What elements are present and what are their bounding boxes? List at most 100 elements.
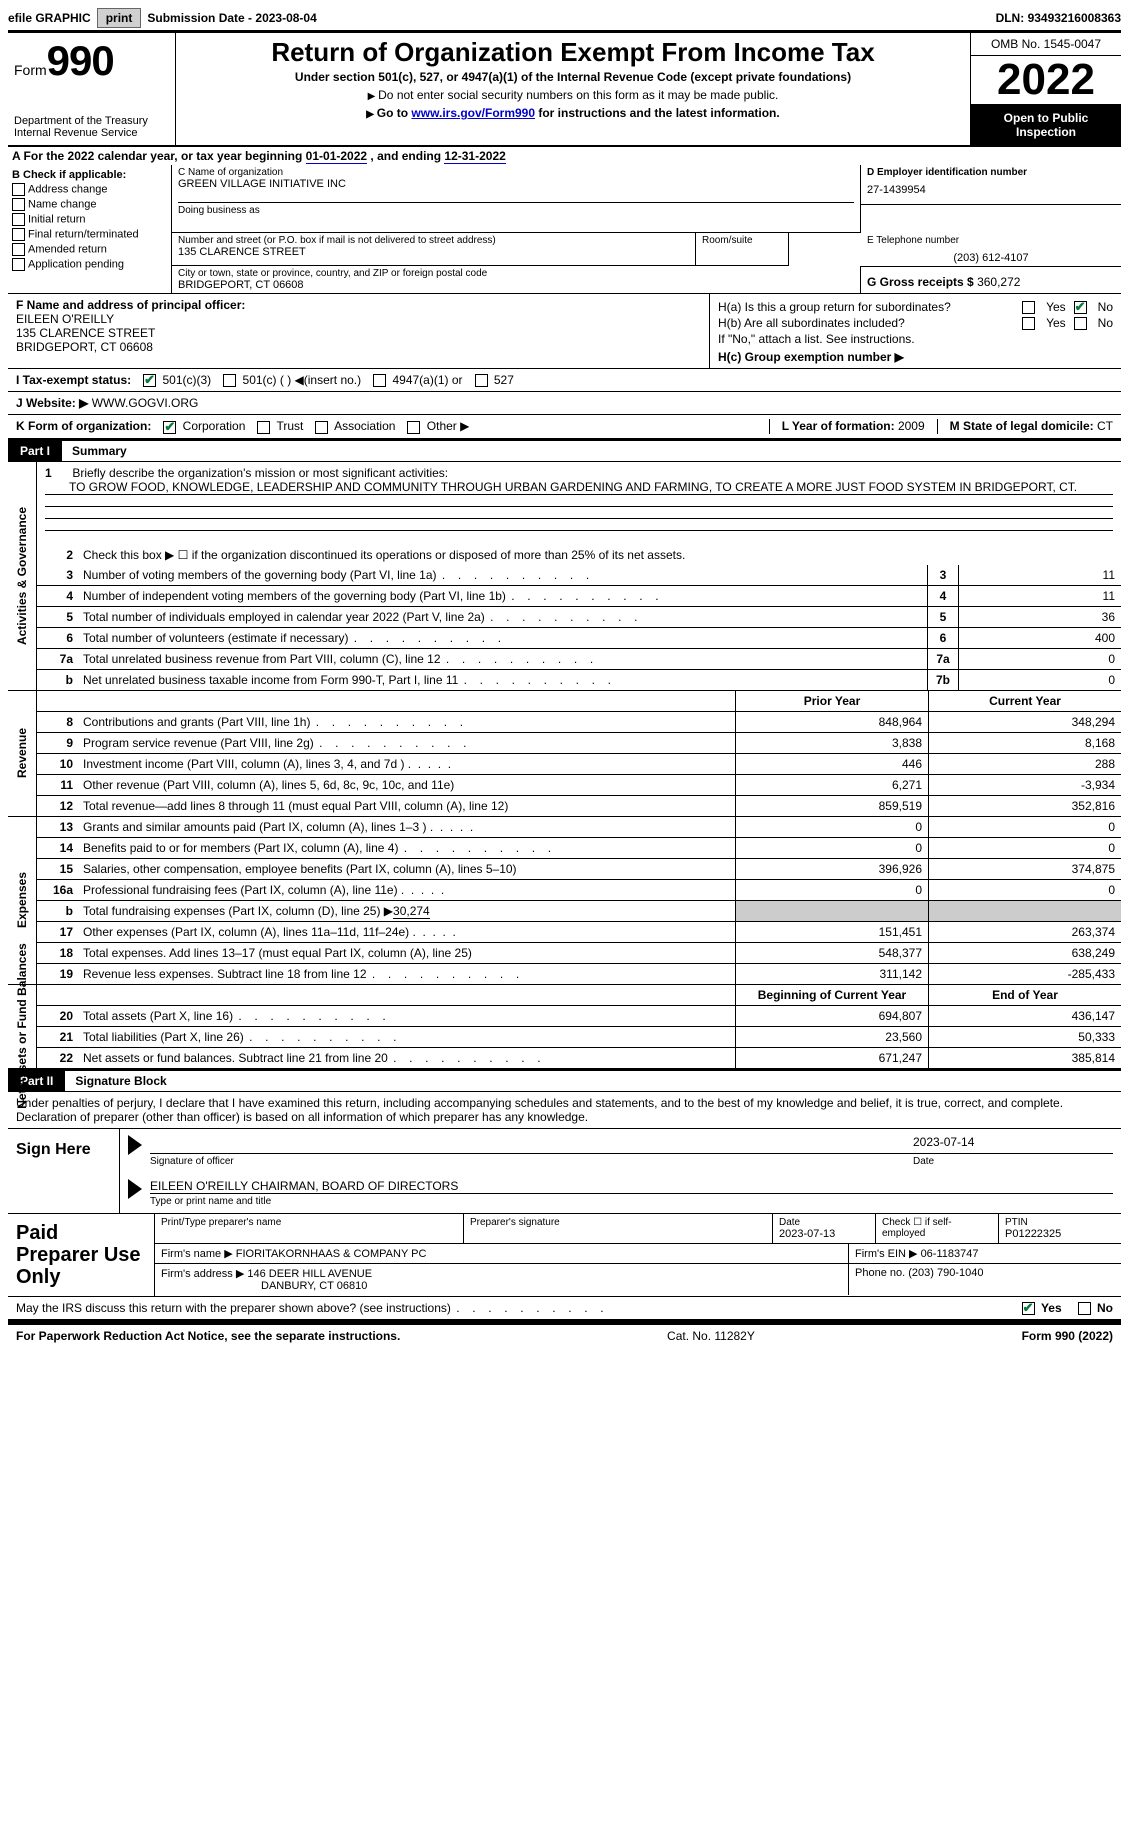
p10: 446 [735,754,928,774]
val-7b: 0 [959,670,1121,690]
end-year-header: End of Year [928,985,1121,1005]
c17: 263,374 [928,922,1121,942]
cb-hb-yes[interactable] [1022,317,1035,330]
cb-discuss-yes[interactable] [1022,1302,1035,1315]
line-13: Grants and similar amounts paid (Part IX… [79,817,735,837]
p9: 3,838 [735,733,928,753]
header-middle: Return of Organization Exempt From Incom… [176,33,970,145]
website: WWW.GOGVI.ORG [92,396,199,410]
cb-app-pending[interactable] [12,258,25,271]
cb-other[interactable] [407,421,420,434]
c12: 352,816 [928,796,1121,816]
city-label: City or town, state or province, country… [178,268,854,279]
form-title: Return of Organization Exempt From Incom… [184,37,962,68]
cb-name-change[interactable] [12,198,25,211]
row-j: J Website: ▶ WWW.GOGVI.ORG [8,392,1121,415]
line-12: Total revenue—add lines 8 through 11 (mu… [79,796,735,816]
cb-hb-no[interactable] [1074,317,1087,330]
submission-date-label: Submission Date - 2023-08-04 [147,11,316,25]
k-label: K Form of organization: [16,419,151,433]
sig-arrow-icon [128,1135,142,1155]
p20: 694,807 [735,1006,928,1026]
cb-discuss-no[interactable] [1078,1302,1091,1315]
line-11: Other revenue (Part VIII, column (A), li… [79,775,735,795]
cb-final-return[interactable] [12,228,25,241]
col-b-label: B Check if applicable: [12,169,167,181]
cb-501c3[interactable] [143,374,156,387]
p13: 0 [735,817,928,837]
p12: 859,519 [735,796,928,816]
line-5: Total number of individuals employed in … [79,607,927,627]
firm-ein-label: Firm's EIN ▶ [855,1248,921,1260]
l-formation: L Year of formation: 2009 [769,419,937,433]
officer-city: BRIDGEPORT, CT 06608 [16,340,701,354]
cb-ha-yes[interactable] [1022,301,1035,314]
dln: DLN: 93493216008363 [996,11,1121,25]
expenses-section: Expenses 13 Grants and similar amounts p… [8,817,1121,985]
ein-label: D Employer identification number [867,167,1115,178]
penalty-text: Under penalties of perjury, I declare th… [8,1092,1121,1128]
cb-4947[interactable] [373,374,386,387]
sign-here-row: Sign Here Signature of officer 2023-07-1… [8,1128,1121,1213]
cat-no: Cat. No. 11282Y [400,1329,1021,1343]
cb-ha-no[interactable] [1074,301,1087,314]
ssn-note: Do not enter social security numbers on … [184,88,962,102]
c18: 638,249 [928,943,1121,963]
firm-address-2: DANBURY, CT 06810 [161,1280,367,1292]
vtab-activities: Activities & Governance [8,462,37,690]
vtab-revenue: Revenue [8,691,37,816]
line-16b: Total fundraising expenses (Part IX, col… [79,901,735,921]
c9: 8,168 [928,733,1121,753]
val-4: 11 [959,586,1121,606]
officer-name-title: EILEEN O'REILLY CHAIRMAN, BOARD OF DIREC… [150,1179,1113,1193]
prep-name-label: Print/Type preparer's name [161,1217,457,1228]
c14: 0 [928,838,1121,858]
p16a: 0 [735,880,928,900]
phone-label: E Telephone number [867,235,1115,246]
cb-assoc[interactable] [315,421,328,434]
irs-link[interactable]: www.irs.gov/Form990 [411,106,535,120]
signature-block: Under penalties of perjury, I declare th… [8,1092,1121,1322]
line-22: Net assets or fund balances. Subtract li… [79,1048,735,1068]
c16a: 0 [928,880,1121,900]
j-label: J Website: ▶ [16,396,88,410]
firm-name-label: Firm's name ▶ [161,1248,236,1260]
cb-corp[interactable] [163,421,176,434]
street: 135 CLARENCE STREET [178,246,689,258]
val-3: 11 [959,565,1121,585]
paid-preparer-row: Paid Preparer Use Only Print/Type prepar… [8,1213,1121,1296]
val-7a: 0 [959,649,1121,669]
cb-501c[interactable] [223,374,236,387]
prep-date: 2023-07-13 [779,1228,869,1240]
p22: 671,247 [735,1048,928,1068]
cb-527[interactable] [475,374,488,387]
line-9: Program service revenue (Part VIII, line… [79,733,735,753]
sign-here-label: Sign Here [8,1129,120,1213]
current-year-header: Current Year [928,691,1121,711]
line-3: Number of voting members of the governin… [79,565,927,585]
form-subtitle: Under section 501(c), 527, or 4947(a)(1)… [184,70,962,84]
cb-trust[interactable] [257,421,270,434]
c22: 385,814 [928,1048,1121,1068]
line-14: Benefits paid to or for members (Part IX… [79,838,735,858]
org-name-label: C Name of organization [178,167,854,178]
val-5: 36 [959,607,1121,627]
col-c-org: C Name of organization GREEN VILLAGE INI… [172,165,1121,293]
c8: 348,294 [928,712,1121,732]
part-2-header: Part II Signature Block [8,1071,1121,1092]
city: BRIDGEPORT, CT 06608 [178,279,854,291]
col-b-checkboxes: B Check if applicable: Address change Na… [8,165,172,293]
line-8: Contributions and grants (Part VIII, lin… [79,712,735,732]
p11: 6,271 [735,775,928,795]
c16b-shade [928,901,1121,921]
line-6: Total number of volunteers (estimate if … [79,628,927,648]
p8: 848,964 [735,712,928,732]
vtab-net-assets: Net Assets or Fund Balances [8,985,37,1068]
print-button[interactable]: print [97,8,142,28]
p18: 548,377 [735,943,928,963]
cb-amended[interactable] [12,243,25,256]
cb-address-change[interactable] [12,183,25,196]
sig-date: 2023-07-14 [913,1135,1113,1153]
line-21: Total liabilities (Part X, line 26) [79,1027,735,1047]
cb-initial-return[interactable] [12,213,25,226]
